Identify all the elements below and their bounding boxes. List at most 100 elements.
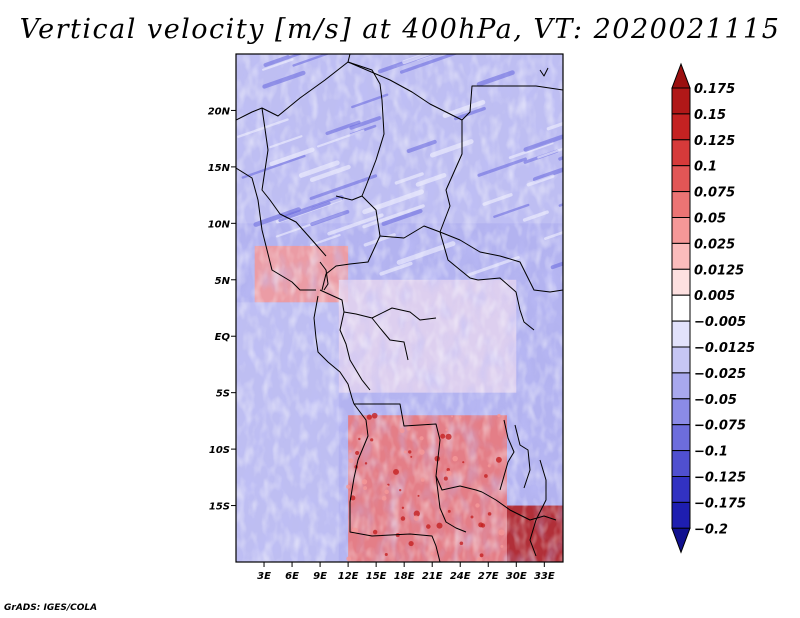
updraft-cell: [452, 455, 458, 462]
x-tick-label: 6E: [285, 571, 299, 582]
streak: [381, 208, 423, 227]
updraft-cell: [366, 414, 372, 420]
updraft-cell: [497, 413, 501, 418]
streak: [288, 54, 296, 56]
streak: [442, 100, 486, 118]
updraft-cell: [462, 461, 465, 464]
streak: [237, 118, 289, 138]
updraft-cell: [420, 478, 425, 482]
updraft-cell: [401, 506, 405, 509]
streak: [476, 70, 515, 87]
updraft-cell: [384, 489, 389, 495]
jet-streaks: [237, 54, 563, 562]
updraft-cell: [403, 450, 407, 454]
updraft-cell: [358, 437, 361, 441]
colorbar-swatch: [671, 113, 691, 141]
updraft-cell: [363, 486, 368, 491]
streak: [349, 116, 382, 130]
updraft-cell: [359, 435, 363, 438]
streak: [522, 210, 549, 222]
colorbar-label: −0.05: [694, 393, 737, 408]
colorbar-swatch: [671, 501, 691, 529]
updraft-cell: [393, 468, 399, 475]
colorbar-swatch: [671, 217, 691, 244]
colorbar-top-arrow: [671, 62, 691, 89]
x-tick-label: 24E: [450, 571, 471, 582]
x-tick-label: 33E: [534, 571, 555, 582]
updraft-cell: [434, 455, 441, 462]
x-tick-label: 21E: [422, 571, 443, 582]
streak: [325, 120, 361, 136]
colorbar-label: 0.0125: [694, 263, 744, 278]
colorbar-swatch: [671, 87, 691, 115]
colorbar-label: 0.1: [694, 160, 717, 175]
updraft-cell: [447, 509, 451, 513]
updraft-cell: [484, 474, 488, 478]
colorbar-label: 0.175: [694, 82, 735, 97]
x-tick-label: 9E: [313, 571, 327, 582]
x-tick-label: 12E: [338, 571, 359, 582]
updraft-cell: [470, 515, 474, 519]
streak: [262, 58, 294, 71]
updraft-cell: [445, 428, 448, 432]
streak: [269, 135, 303, 149]
colorbar-label: −0.125: [694, 471, 746, 486]
updraft-cell: [346, 556, 352, 562]
updraft-cell: [478, 522, 484, 528]
colorbar-swatch: [671, 191, 691, 219]
colorbar-label: −0.075: [694, 419, 746, 434]
streak: [544, 231, 563, 240]
streak: [454, 106, 486, 121]
colorbar-label: 0.025: [694, 237, 735, 252]
streak: [537, 147, 563, 159]
streak: [298, 160, 340, 178]
updraft-cell: [500, 544, 504, 548]
streak: [310, 233, 341, 247]
updraft-cell: [430, 552, 434, 555]
streak: [558, 156, 563, 161]
streak: [526, 174, 555, 187]
colorbar-bottom-arrow: [671, 527, 691, 554]
updraft-cell: [370, 438, 374, 442]
streak: [415, 173, 447, 187]
streak: [253, 207, 301, 227]
updraft-cell: [355, 450, 360, 456]
updraft-cell: [408, 450, 412, 454]
colorbar-label: 0.075: [694, 186, 735, 201]
map-field: [236, 54, 563, 562]
updraft-cell: [443, 476, 448, 481]
updraft-cell: [346, 484, 351, 489]
streak: [558, 203, 563, 207]
updraft-cell: [408, 540, 414, 547]
streak: [523, 134, 563, 152]
updraft-cell: [348, 449, 352, 453]
updraft-cell: [495, 456, 502, 463]
colorbar-label: 0.125: [694, 134, 735, 149]
colorbar-label: −0.1: [694, 445, 728, 460]
updraft-cell: [399, 488, 402, 492]
streak: [269, 147, 315, 167]
colorbar-swatch: [671, 424, 691, 452]
updraft-cell: [498, 529, 505, 536]
streak: [316, 129, 365, 148]
colorbar-label: 0.005: [694, 289, 735, 304]
updraft-cell: [400, 516, 406, 521]
x-tick-label: 27E: [478, 571, 499, 582]
updraft-cell: [459, 541, 464, 546]
updraft-cell: [419, 449, 425, 455]
colorbar-swatch: [671, 165, 691, 193]
updraft-cell: [361, 479, 368, 485]
colorbar-label: −0.0125: [694, 341, 755, 356]
streak: [546, 121, 563, 131]
streak: [508, 141, 554, 160]
colorbar-label: 0.05: [694, 212, 726, 227]
y-tick-label: 5S: [216, 389, 230, 400]
y-tick-label: 15N: [208, 163, 231, 174]
updraft-cell: [372, 529, 378, 535]
updraft-cell: [350, 495, 356, 501]
country-borders: [236, 54, 563, 562]
streak: [241, 154, 306, 179]
streak: [399, 54, 459, 74]
y-tick-label: 10N: [208, 219, 231, 230]
updraft-cell: [413, 515, 419, 521]
